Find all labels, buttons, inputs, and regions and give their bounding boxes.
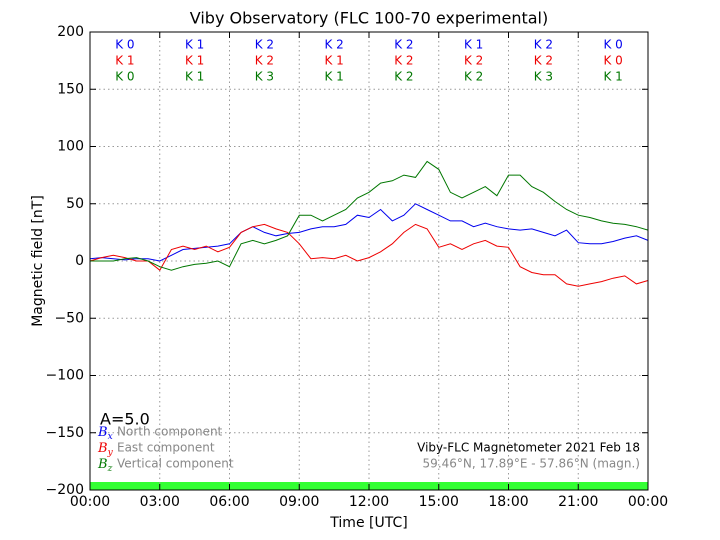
activity-label: A=5.0 xyxy=(100,410,150,429)
k-index: K 2 xyxy=(394,70,413,84)
legend-label: East component xyxy=(117,441,215,455)
y-tick-label: −100 xyxy=(46,368,84,384)
k-index: K 1 xyxy=(324,70,343,84)
legend-symbol: By xyxy=(97,441,114,458)
k-index: K 2 xyxy=(464,70,483,84)
k-index: K 0 xyxy=(115,38,134,52)
x-tick-label: 21:00 xyxy=(558,494,598,510)
k-index: K 1 xyxy=(115,54,134,68)
k-index: K 1 xyxy=(185,70,204,84)
x-tick-label: 03:00 xyxy=(140,494,180,510)
k-index: K 0 xyxy=(115,70,134,84)
k-index: K 2 xyxy=(324,38,343,52)
series-line xyxy=(90,160,649,271)
k-index: K 2 xyxy=(255,38,274,52)
legend-symbol-main: B xyxy=(97,441,108,456)
y-tick-label: 0 xyxy=(75,253,84,269)
k-index: K 0 xyxy=(603,38,622,52)
series-line xyxy=(89,223,649,287)
legend-symbol-sub: x xyxy=(108,432,113,442)
x-tick-label: 00:00 xyxy=(70,494,110,510)
series-line xyxy=(89,203,649,262)
y-tick-label: 50 xyxy=(66,196,84,212)
x-tick-label: 15:00 xyxy=(419,494,459,510)
k-index: K 0 xyxy=(603,54,622,68)
k-index: K 2 xyxy=(534,38,553,52)
y-tick-label: −200 xyxy=(46,482,84,498)
x-tick-label: 09:00 xyxy=(279,494,319,510)
legend-symbol-main: B xyxy=(97,425,108,440)
k-index: K 1 xyxy=(324,54,343,68)
y-tick-label: 200 xyxy=(57,24,84,40)
legend-symbol-sub: y xyxy=(107,448,114,458)
k-index: K 3 xyxy=(534,70,553,84)
x-axis-label: Time [UTC] xyxy=(329,515,407,531)
legend-symbol: Bz xyxy=(97,457,113,474)
legend-symbol-sub: z xyxy=(107,464,113,474)
k-index: K 2 xyxy=(255,54,274,68)
legend-symbol-main: B xyxy=(97,457,108,472)
x-tick-label: 00:00 xyxy=(628,494,668,510)
k-index: K 2 xyxy=(394,38,413,52)
legend-label: Vertical component xyxy=(117,457,234,471)
k-index: K 3 xyxy=(255,70,274,84)
footer-line: 59.46°N, 17.89°E - 57.86°N (magn.) xyxy=(423,457,640,471)
k-index: K 2 xyxy=(534,54,553,68)
k-index: K 1 xyxy=(185,54,204,68)
legend-symbol: Bx xyxy=(97,425,113,442)
footer-line: Viby-FLC Magnetometer 2021 Feb 18 xyxy=(417,441,640,455)
y-tick-label: −50 xyxy=(54,310,84,326)
chart-title: Viby Observatory (FLC 100-70 experimenta… xyxy=(190,9,549,28)
k-index: K 2 xyxy=(394,54,413,68)
k-index: K 1 xyxy=(464,38,483,52)
y-tick-label: 100 xyxy=(57,139,84,155)
legend-label: North component xyxy=(117,425,223,439)
y-tick-label: 150 xyxy=(57,81,84,97)
k-index: K 1 xyxy=(185,38,204,52)
x-tick-label: 06:00 xyxy=(209,494,249,510)
plot-frame xyxy=(89,31,649,491)
k-index: K 1 xyxy=(603,70,622,84)
x-tick-label: 18:00 xyxy=(488,494,528,510)
y-tick-label: −150 xyxy=(46,425,84,441)
x-tick-label: 12:00 xyxy=(349,494,389,510)
k-index: K 2 xyxy=(464,54,483,68)
y-axis-label: Magnetic field [nT] xyxy=(30,195,46,327)
